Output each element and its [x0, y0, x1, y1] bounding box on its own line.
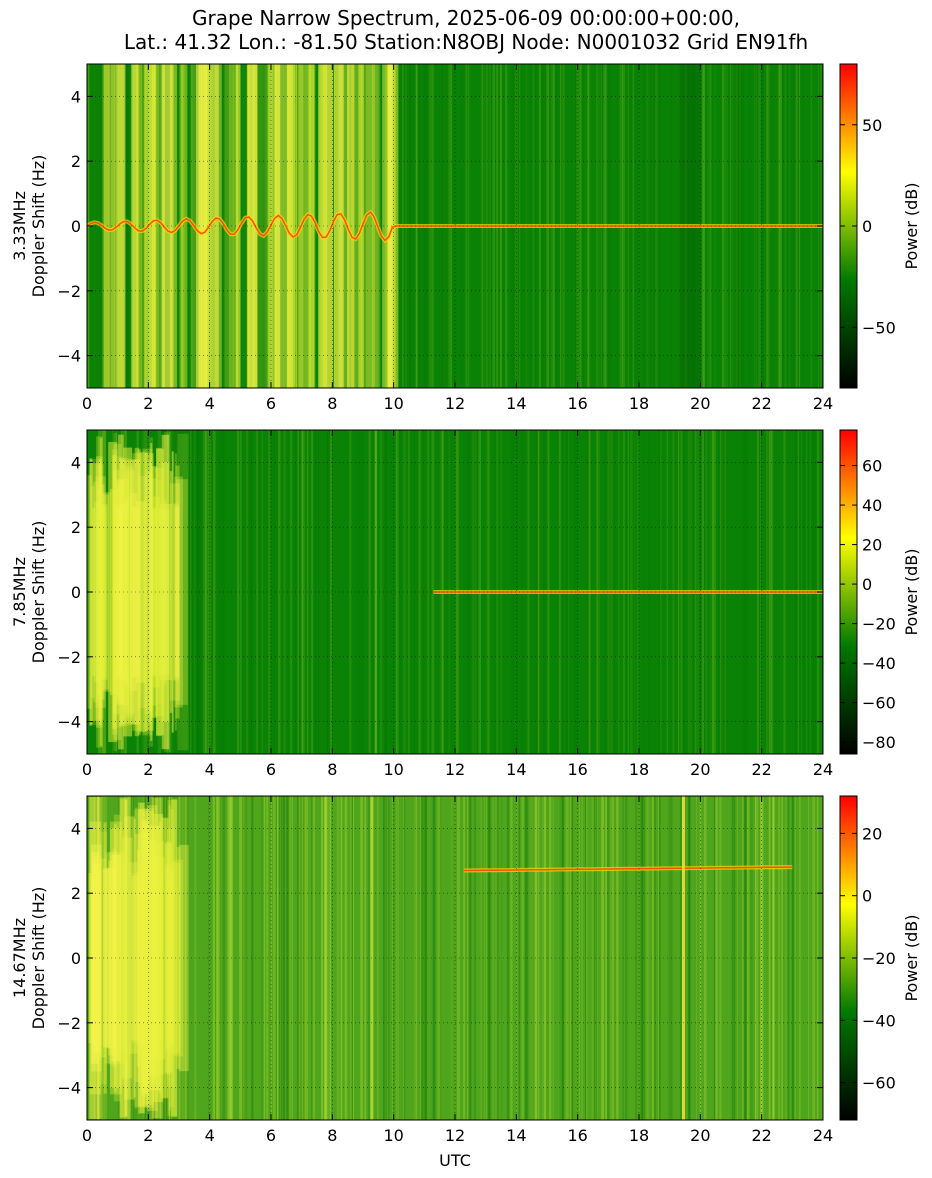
- colorbar-tick-label: −20: [862, 949, 896, 968]
- x-tick-label: 6: [266, 394, 276, 413]
- x-tick-label: 6: [266, 760, 276, 779]
- colorbar-tick-label: 20: [862, 536, 882, 555]
- y-tick-label: 2: [71, 518, 81, 537]
- bright-region: [88, 796, 189, 1120]
- x-tick-label: 16: [567, 394, 587, 413]
- y-tick-label: −4: [57, 347, 81, 366]
- colorbar-tick-label: −50: [862, 318, 896, 337]
- y-tick-label: −2: [57, 1014, 81, 1033]
- y-tick-label: −4: [57, 1079, 81, 1098]
- colorbar-tick-label: 20: [862, 824, 882, 843]
- colorbar-label: Power (dB): [902, 182, 921, 269]
- y-tick-label: 2: [71, 152, 81, 171]
- colorbar-tick-label: 60: [862, 457, 882, 476]
- x-tick-label: 16: [567, 760, 587, 779]
- x-tick-label: 20: [690, 394, 710, 413]
- x-axis-label: UTC: [439, 1151, 471, 1170]
- colorbar-tick-label: 0: [862, 887, 872, 906]
- y-tick-label: 4: [71, 819, 81, 838]
- x-tick-label: 18: [629, 394, 649, 413]
- colorbar-tick-label: 50: [862, 116, 882, 135]
- x-tick-label: 12: [445, 1126, 465, 1145]
- y-tick-label: 0: [71, 583, 81, 602]
- colorbar-tick-label: 40: [862, 496, 882, 515]
- colorbar-tick-label: 0: [862, 217, 872, 236]
- y-axis-label: Doppler Shift (Hz): [29, 155, 48, 298]
- x-tick-label: 2: [143, 760, 153, 779]
- bright-region: [87, 430, 189, 754]
- colorbar-tick-label: 0: [862, 575, 872, 594]
- y-tick-label: 0: [71, 217, 81, 236]
- colorbar-tick-label: −60: [862, 1074, 896, 1093]
- x-tick-label: 18: [629, 760, 649, 779]
- y-tick-label: 2: [71, 884, 81, 903]
- x-tick-label: 24: [813, 394, 833, 413]
- chart-title-line-2: Lat.: 41.32 Lon.: -81.50 Station:N8OBJ N…: [123, 30, 809, 54]
- x-tick-label: 10: [383, 760, 403, 779]
- x-tick-label: 4: [205, 394, 215, 413]
- x-tick-label: 2: [143, 394, 153, 413]
- y-axis-label: 3.33MHz: [10, 191, 29, 261]
- y-tick-label: −2: [57, 282, 81, 301]
- x-tick-label: 18: [629, 1126, 649, 1145]
- colorbar-tick-label: −40: [862, 1011, 896, 1030]
- x-tick-label: 0: [82, 394, 92, 413]
- x-tick-label: 24: [813, 1126, 833, 1145]
- y-axis-label: Doppler Shift (Hz): [29, 887, 48, 1030]
- x-tick-label: 8: [327, 1126, 337, 1145]
- x-tick-label: 20: [690, 1126, 710, 1145]
- x-tick-label: 0: [82, 760, 92, 779]
- grid: [87, 430, 823, 754]
- colorbar: −60 −40 −20 0 20 Power (dB): [839, 795, 921, 1121]
- y-axis-label: 14.67MHz: [10, 918, 29, 998]
- x-tick-label: 16: [567, 1126, 587, 1145]
- y-axis-label: 7.85MHz: [10, 557, 29, 627]
- y-tick-label: −2: [57, 648, 81, 667]
- y-tick-label: −4: [57, 713, 81, 732]
- x-tick-label: 14: [506, 760, 526, 779]
- y-axis-label: Doppler Shift (Hz): [29, 521, 48, 664]
- x-tick-label: 14: [506, 1126, 526, 1145]
- x-tick-label: 14: [506, 394, 526, 413]
- colorbar: −80 −60 −40 −20 0 20 40 60 Power (dB): [839, 429, 921, 755]
- colorbar-label: Power (dB): [902, 548, 921, 635]
- colorbar-tick-label: −60: [862, 694, 896, 713]
- y-tick-label: 4: [71, 87, 81, 106]
- x-tick-label: 6: [266, 1126, 276, 1145]
- colorbar-tick-label: −20: [862, 615, 896, 634]
- grid: [87, 64, 823, 388]
- x-tick-label: 4: [205, 760, 215, 779]
- x-tick-label: 22: [751, 1126, 771, 1145]
- x-tick-label: 24: [813, 760, 833, 779]
- colorbar: −50 0 50 Power (dB): [839, 63, 921, 389]
- x-tick-label: 20: [690, 760, 710, 779]
- colorbar-tick-label: −80: [862, 733, 896, 752]
- x-tick-label: 10: [383, 394, 403, 413]
- x-tick-label: 12: [445, 760, 465, 779]
- carrier-trace: [464, 866, 793, 872]
- x-tick-label: 10: [383, 1126, 403, 1145]
- x-tick-label: 22: [751, 394, 771, 413]
- colorbar-label: Power (dB): [902, 914, 921, 1001]
- colorbar-tick-label: −40: [862, 654, 896, 673]
- y-tick-label: 0: [71, 949, 81, 968]
- x-tick-label: 8: [327, 394, 337, 413]
- x-tick-label: 2: [143, 1126, 153, 1145]
- x-tick-label: 0: [82, 1126, 92, 1145]
- x-tick-label: 22: [751, 760, 771, 779]
- x-tick-label: 4: [205, 1126, 215, 1145]
- x-tick-label: 12: [445, 394, 465, 413]
- y-tick-label: 4: [71, 453, 81, 472]
- x-tick-label: 8: [327, 760, 337, 779]
- grid: [87, 796, 823, 1120]
- chart-title-line-1: Grape Narrow Spectrum, 2025-06-09 00:00:…: [192, 6, 740, 30]
